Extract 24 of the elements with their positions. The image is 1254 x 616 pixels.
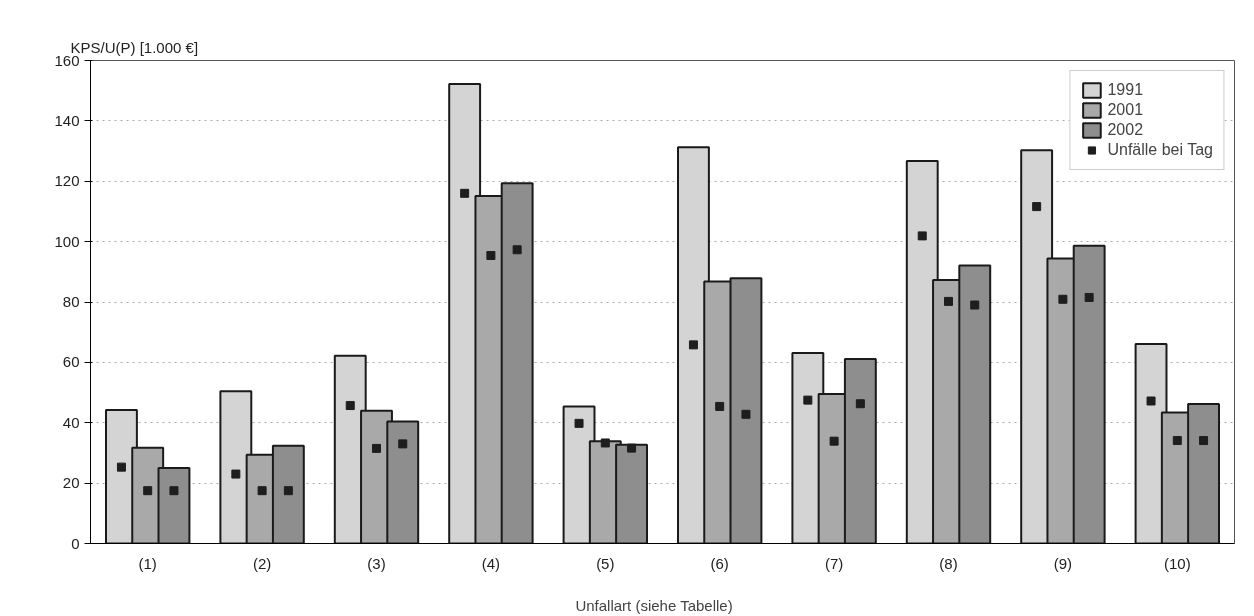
x-tick-label: (2)	[252, 554, 272, 572]
x-tick-label: (7)	[824, 554, 844, 572]
y-tick-label: 100	[54, 232, 80, 250]
y-tick-label: 40	[62, 413, 80, 431]
x-tick-label: (4)	[481, 554, 501, 572]
legend-label: 2001	[1107, 101, 1144, 119]
y-tick-label: 60	[62, 353, 80, 371]
x-tick-label: (9)	[1053, 554, 1073, 572]
x-tick-label: (1)	[138, 554, 157, 572]
x-tick-label: (8)	[939, 554, 958, 572]
y-tick-label: 20	[62, 474, 80, 492]
x-tick-label: (5)	[596, 554, 615, 572]
y-axis-title: KPS/U(P) [1.000 €]	[70, 38, 199, 56]
x-tick-label: (10)	[1163, 554, 1191, 572]
y-tick-label: 140	[54, 111, 80, 129]
y-tick-label: 80	[62, 293, 80, 310]
legend-label: 2002	[1107, 121, 1144, 139]
legend-label: Unfälle bei Tag	[1107, 141, 1213, 159]
x-tick-label: (3)	[367, 554, 386, 572]
legend-label: 1991	[1107, 81, 1144, 99]
y-tick-label: 0	[71, 534, 80, 552]
x-axis-title: Unfallart (siehe Tabelle)	[575, 596, 733, 614]
x-tick-label: (6)	[710, 554, 729, 572]
y-tick-label: 120	[54, 172, 80, 190]
